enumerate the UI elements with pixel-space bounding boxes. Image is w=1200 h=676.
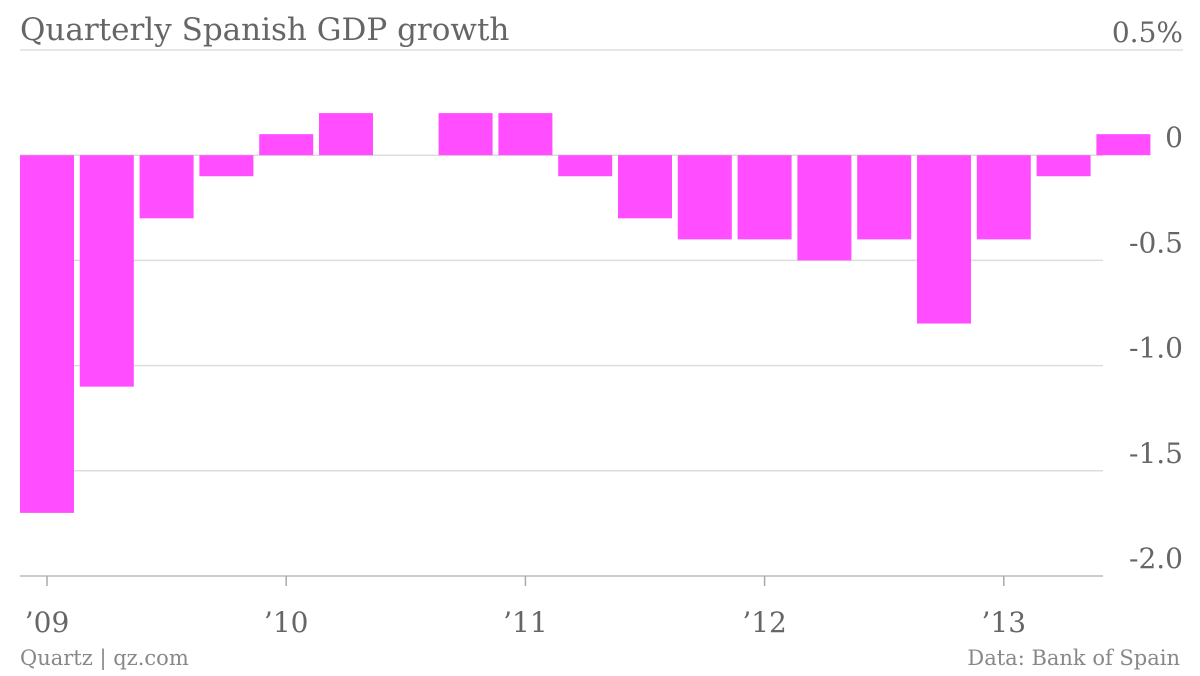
x-axis-ticks: ’09 ’10 ’11 ’12 ’13 [25,576,1026,639]
gridlines [20,49,1183,577]
y-tick-label: -2.0 [1129,542,1183,575]
y-tick-label: -1.5 [1129,437,1183,470]
bar-2009-q4 [199,155,254,177]
bar-2009-q2 [79,155,134,387]
y-tick-label: -1.0 [1129,332,1183,365]
bar-2011-q2 [558,155,613,177]
bar-2012-q2 [797,155,852,261]
bar-2011-q3 [618,155,672,219]
bar-2011-q4 [677,155,732,240]
bar-2011-q1 [498,113,553,156]
y-tick-label: 0.5% [1112,16,1183,49]
x-tick-label: ’11 [503,606,548,639]
y-axis-ticks: 0.5% 0 -0.5 -1.0 -1.5 -2.0 [1112,16,1183,575]
bar-2013-q3 [1096,134,1151,156]
x-tick-label: ’10 [264,606,309,639]
y-tick-label: -0.5 [1129,226,1183,259]
x-tick-label: ’09 [25,606,70,639]
bar-2009-q1 [20,155,74,513]
bar-2012-q3 [857,155,912,240]
source-credit: Quartz | qz.com [20,646,189,670]
bar-2009-q3 [139,155,194,219]
x-tick-label: ’13 [982,606,1027,639]
bar-2010-q2 [319,113,373,156]
bar-2010-q1 [259,134,314,156]
bar-2013-q2 [1036,155,1091,177]
bar-2010-q4 [438,113,493,156]
bar-2012-q1 [737,155,792,240]
x-tick-label: ’12 [742,606,787,639]
bar-2013-q1 [976,155,1031,240]
chart-title: Quarterly Spanish GDP growth [20,12,510,48]
bars [20,113,1151,513]
data-source: Data: Bank of Spain [967,646,1180,670]
y-tick-label: 0 [1165,121,1183,154]
bar-2012-q4 [917,155,971,324]
